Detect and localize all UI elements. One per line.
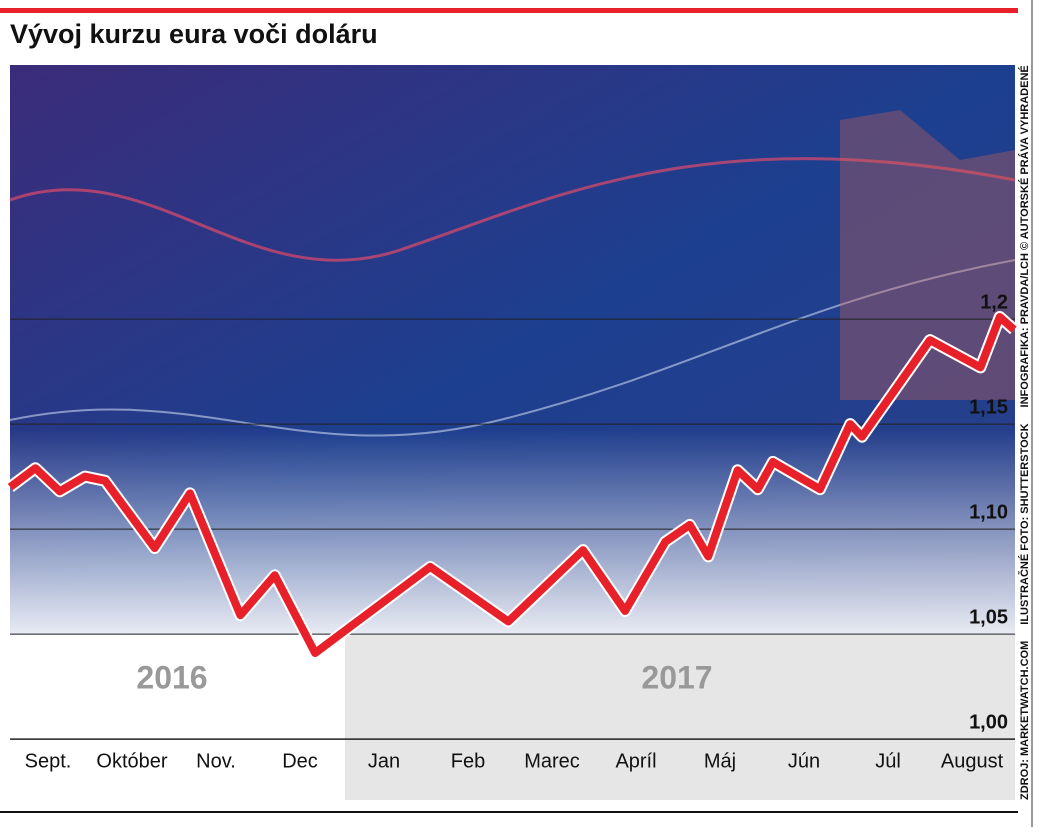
top-rule (0, 8, 1018, 13)
x-tick-label: Júl (875, 750, 901, 772)
x-tick-label: August (941, 750, 1004, 772)
credit: INFOGRAFIKA: PRAVDA/LCH © AUTORSKÉ PRÁVA… (1018, 65, 1031, 407)
x-tick-label: Dec (282, 750, 318, 772)
photo-deco (9, 259, 1016, 437)
credit: ZDROJ: MARKETWATCH.COM (1019, 641, 1031, 800)
x-tick-label: Jan (368, 750, 400, 772)
line (7, 313, 1017, 657)
x-tick-label: Október (96, 750, 167, 772)
year-band (345, 635, 1015, 800)
y-tick-label: 1,2 (980, 291, 1008, 313)
year-label: 2017 (641, 659, 712, 695)
credits: ZDROJ: MARKETWATCH.COM ILUSTRAČNÉ FOTO: S… (1018, 65, 1031, 800)
photo-fade (10, 430, 1015, 635)
y-tick-label: 1,10 (969, 501, 1008, 523)
x-tick-label: Apríl (615, 750, 656, 772)
photo-deco (840, 110, 1015, 400)
x-tick-label: Sept. (25, 750, 72, 772)
x-tick-label: Marec (524, 750, 580, 772)
year-label: 2016 (136, 659, 207, 695)
bottom-rule (0, 811, 1018, 813)
y-tick-label: 1,00 (969, 711, 1008, 733)
y-tick-label: 1,15 (969, 396, 1008, 418)
x-tick-label: Máj (704, 750, 736, 772)
x-tick-label: Nov. (196, 750, 236, 772)
chart-title: Vývoj kurzu eura voči doláru (10, 19, 378, 49)
y-tick-label: 1,05 (969, 606, 1008, 628)
x-tick-label: Feb (451, 750, 485, 772)
photo-deco (9, 157, 1016, 262)
credit: ILUSTRAČNÉ FOTO: SHUTTERSTOCK (1018, 423, 1031, 624)
x-tick-label: Jún (788, 750, 820, 772)
